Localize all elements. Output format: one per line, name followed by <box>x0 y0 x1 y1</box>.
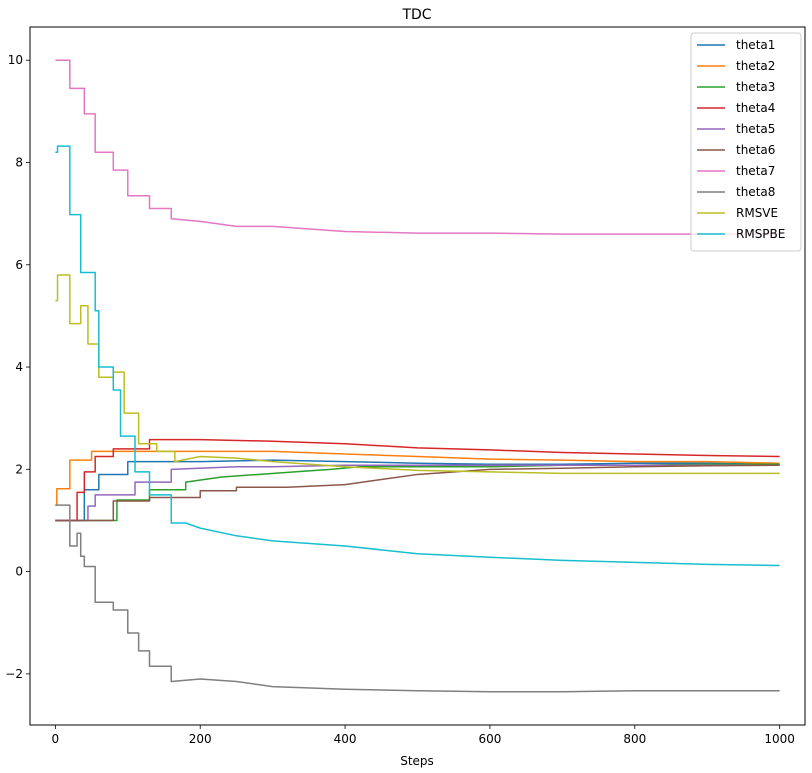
legend-label-theta3: theta3 <box>736 80 775 94</box>
y-axis: −2 0 2 4 6 8 10 <box>5 53 30 681</box>
y-tick-label: 4 <box>15 360 23 374</box>
chart-title: TDC <box>401 7 431 23</box>
x-tick-label: 400 <box>334 732 357 746</box>
x-tick-label: 0 <box>52 732 60 746</box>
x-axis-label: Steps <box>400 754 434 768</box>
legend-label-theta5: theta5 <box>736 122 775 136</box>
plot-area-frame <box>29 26 806 726</box>
legend-label-RMSVE: RMSVE <box>736 206 778 220</box>
series-lines <box>55 59 780 693</box>
legend-label-theta7: theta7 <box>736 164 775 178</box>
series-line-theta2 <box>55 450 780 506</box>
legend-label-theta4: theta4 <box>736 101 775 115</box>
series-line-RMSPBE <box>55 145 780 567</box>
x-tick-label: 600 <box>478 732 501 746</box>
series-line-theta8 <box>55 504 780 693</box>
x-tick-label: 200 <box>189 732 212 746</box>
legend-label-theta1: theta1 <box>736 38 775 52</box>
y-tick-label: 6 <box>15 258 23 272</box>
y-tick-label: 8 <box>15 156 23 170</box>
series-line-theta5 <box>55 464 780 522</box>
series-line-theta7 <box>55 59 780 235</box>
series-line-RMSVE <box>55 274 780 475</box>
legend-label-theta2: theta2 <box>736 59 775 73</box>
legend-label-theta6: theta6 <box>736 143 775 157</box>
legend-label-theta8: theta8 <box>736 185 775 199</box>
x-tick-label: 800 <box>623 732 646 746</box>
legend: theta1 theta2 theta3 theta4 theta5 theta6 thet… <box>690 32 802 252</box>
series-line-theta1 <box>55 459 780 522</box>
y-tick-label: 0 <box>15 565 23 579</box>
legend-label-RMSPBE: RMSPBE <box>736 227 785 241</box>
x-axis: 0 200 400 600 800 1000 <box>52 725 795 746</box>
y-tick-label: 10 <box>8 53 23 67</box>
series-line-theta3 <box>55 463 780 522</box>
y-tick-label: −2 <box>5 667 23 681</box>
x-tick-label: 1000 <box>764 732 795 746</box>
y-tick-label: 2 <box>15 462 23 476</box>
series-line-theta6 <box>55 464 780 522</box>
